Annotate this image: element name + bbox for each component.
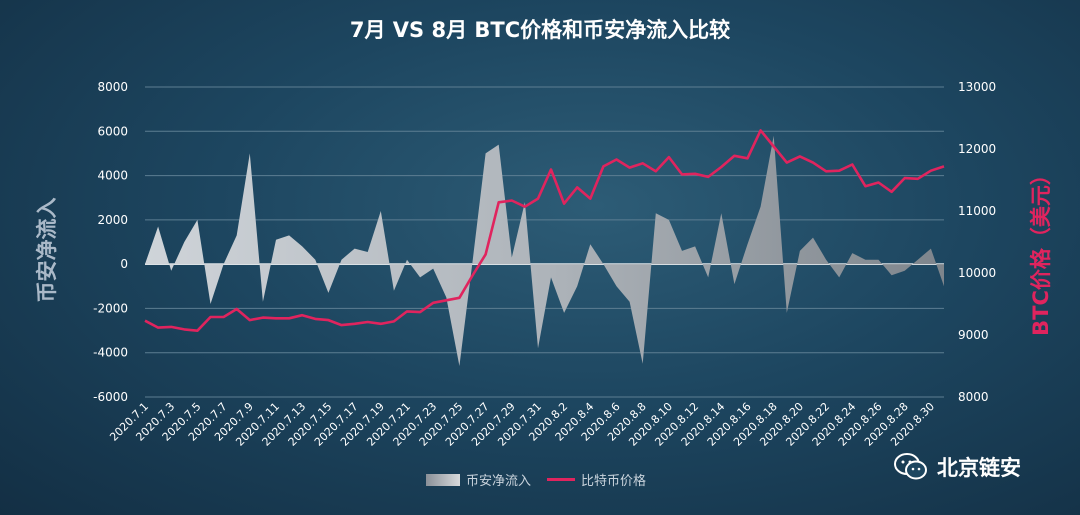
legend-label-inflow: 币安净流入 [466,474,532,489]
legend-swatch-inflow [426,473,460,486]
y-right-tick-label: 13000 [958,80,996,94]
y-right-tick-label: 12000 [958,142,996,156]
y-right-tick-label: 8000 [958,390,989,404]
watermark: 北京链安 [893,452,1021,482]
y-axis-left-label: 币安净流入 [35,197,59,303]
price-line-series [144,129,945,332]
watermark-text: 北京链安 [937,456,1021,480]
y-right-tick-label: 10000 [958,266,996,280]
y-left-tick-label: -6000 [93,390,128,404]
y-left-tick-label: 8000 [97,80,128,94]
inflow-area-series [145,135,944,366]
y-right-tick-label: 11000 [958,204,996,218]
chart-title: 7月 VS 8月 BTC价格和币安净流入比较 [349,18,731,42]
y-right-tick-label: 9000 [958,328,989,342]
y-left-tick-label: 6000 [97,124,128,138]
legend: 币安净流入 比特币价格 [426,470,646,489]
y-left-tick-label: -4000 [93,346,128,360]
legend-swatch-price [547,478,576,481]
y-left-tick-label: 2000 [97,213,128,227]
legend-label-price: 比特币价格 [581,474,647,489]
y-left-tick-label: 0 [120,257,128,271]
wechat-icon [894,453,927,480]
y-axis-right-label: BTC价格（美元） [1029,164,1053,336]
y-left-tick-label: 4000 [97,169,128,183]
y-left-tick-label: -2000 [93,301,128,315]
